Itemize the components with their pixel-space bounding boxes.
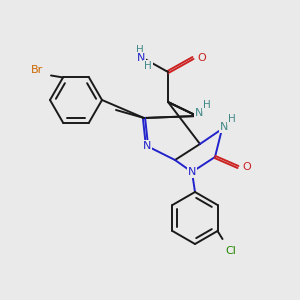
- Text: N: N: [143, 141, 151, 151]
- Text: H: H: [203, 100, 211, 110]
- Text: N: N: [137, 53, 145, 63]
- Text: Br: Br: [31, 65, 43, 76]
- Text: O: O: [243, 162, 251, 172]
- Text: N: N: [220, 122, 228, 132]
- Text: N: N: [188, 167, 196, 177]
- Text: H: H: [144, 61, 152, 71]
- Text: H: H: [228, 114, 236, 124]
- Text: N: N: [195, 108, 203, 118]
- Text: Cl: Cl: [225, 246, 236, 256]
- Text: O: O: [198, 53, 206, 63]
- Text: H: H: [136, 45, 144, 55]
